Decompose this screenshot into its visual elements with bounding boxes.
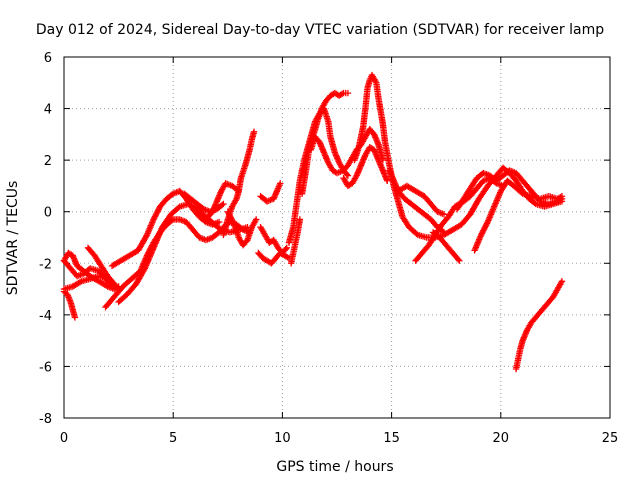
x-tick-label: 20	[493, 431, 510, 446]
x-tick-label: 25	[602, 431, 619, 446]
y-tick-label: -8	[39, 412, 52, 427]
series-20-markers	[307, 126, 387, 177]
series-15	[257, 223, 290, 257]
x-tick-label: 0	[60, 431, 68, 446]
series-16-markers	[285, 167, 306, 246]
x-tick-label: 10	[274, 431, 291, 446]
series-17-markers	[287, 216, 304, 267]
series-19-markers	[298, 105, 352, 179]
plot-frame	[63, 56, 611, 419]
series-19	[298, 105, 352, 179]
series-27-markers	[471, 177, 566, 254]
y-tick-label: -6	[39, 360, 52, 375]
series-21	[340, 144, 391, 190]
x-tick-label: 15	[383, 431, 400, 446]
series-28	[453, 167, 566, 213]
y-tick-label: 4	[44, 103, 52, 118]
series-13-markers	[257, 180, 284, 205]
series-12-markers	[224, 208, 260, 249]
y-tick-label: -2	[39, 257, 52, 272]
y-tick-label: 6	[44, 51, 52, 66]
series-5	[60, 272, 118, 293]
data-marks	[60, 71, 566, 373]
series-21-markers	[340, 144, 391, 190]
y-tick-label: -4	[39, 309, 52, 324]
series-5-markers	[60, 272, 118, 293]
series-13	[257, 180, 284, 205]
series-12	[224, 208, 260, 249]
series-16	[285, 167, 306, 246]
series-24	[394, 182, 448, 218]
y-tick-label: 2	[44, 154, 52, 169]
series-17	[287, 216, 304, 267]
series-29-markers	[512, 278, 566, 373]
y-tick-label: 0	[44, 206, 52, 221]
series-27	[471, 177, 566, 254]
axis-ticks: 0 5 10 15 20 25 -8 -6 -4 -2 0 2 4 6	[39, 51, 618, 446]
series-28-markers	[453, 167, 566, 213]
series-15-markers	[257, 223, 290, 257]
series-20	[307, 126, 387, 177]
series-26	[429, 229, 463, 264]
series-24-markers	[394, 182, 448, 218]
series-29	[512, 278, 566, 373]
series-10-markers	[202, 180, 242, 223]
chart-title: Day 012 of 2024, Sidereal Day-to-day VTE…	[36, 22, 604, 38]
x-axis-label: GPS time / hours	[276, 459, 393, 475]
y-axis-label: SDTVAR / TECUs	[5, 181, 21, 296]
x-tick-label: 5	[169, 431, 177, 446]
series-10	[202, 180, 242, 223]
series-26-markers	[429, 229, 463, 264]
